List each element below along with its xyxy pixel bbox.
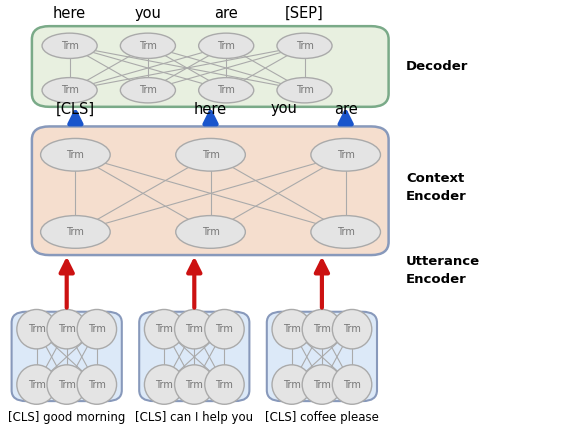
Ellipse shape [41,216,110,248]
FancyBboxPatch shape [139,312,249,401]
Text: Trm: Trm [155,324,173,334]
Ellipse shape [47,310,86,349]
Ellipse shape [277,78,332,103]
Ellipse shape [198,33,254,58]
Ellipse shape [205,365,244,404]
Text: Trm: Trm [313,380,331,389]
Text: Trm: Trm [58,324,75,334]
Ellipse shape [41,139,110,171]
Text: Trm: Trm [139,41,157,51]
Ellipse shape [121,78,176,103]
Text: Trm: Trm [337,227,354,237]
Text: [CLS] good morning: [CLS] good morning [8,411,125,424]
Text: Encoder: Encoder [406,272,467,286]
Ellipse shape [198,78,254,103]
Text: Trm: Trm [139,85,157,95]
Ellipse shape [272,365,311,404]
Text: [CLS]: [CLS] [56,102,95,116]
Text: Trm: Trm [216,380,233,389]
Text: here: here [194,102,227,116]
Text: Context: Context [406,172,464,185]
Ellipse shape [42,33,97,58]
Text: Trm: Trm [296,41,313,51]
Text: Encoder: Encoder [406,190,467,203]
Text: Trm: Trm [88,324,106,334]
Text: you: you [135,6,161,20]
Ellipse shape [176,139,245,171]
Text: Trm: Trm [61,41,78,51]
Text: are: are [334,102,357,116]
Ellipse shape [302,310,342,349]
FancyBboxPatch shape [12,312,122,401]
Text: Utterance: Utterance [406,255,480,268]
Ellipse shape [176,216,245,248]
FancyBboxPatch shape [267,312,377,401]
Ellipse shape [144,310,184,349]
Text: Trm: Trm [296,85,313,95]
Ellipse shape [77,365,117,404]
Ellipse shape [175,365,214,404]
Text: Trm: Trm [61,85,78,95]
Text: Trm: Trm [337,150,354,160]
Ellipse shape [277,33,332,58]
Ellipse shape [311,139,380,171]
Text: [CLS] coffee please: [CLS] coffee please [265,411,379,424]
Text: Trm: Trm [186,380,203,389]
Text: Trm: Trm [28,380,45,389]
Ellipse shape [205,310,244,349]
Text: Trm: Trm [216,324,233,334]
Ellipse shape [77,310,117,349]
Text: Trm: Trm [186,324,203,334]
Ellipse shape [17,310,56,349]
Ellipse shape [121,33,176,58]
Ellipse shape [311,216,380,248]
FancyBboxPatch shape [32,126,389,255]
Text: Trm: Trm [283,380,300,389]
Ellipse shape [17,365,56,404]
Text: Trm: Trm [28,324,45,334]
Text: [CLS] can I help you: [CLS] can I help you [135,411,253,424]
Ellipse shape [302,365,342,404]
Ellipse shape [47,365,86,404]
Text: Trm: Trm [283,324,300,334]
Ellipse shape [42,78,97,103]
Ellipse shape [272,310,311,349]
Text: Trm: Trm [67,227,84,237]
Text: Trm: Trm [218,85,235,95]
FancyBboxPatch shape [32,26,389,107]
Ellipse shape [332,365,372,404]
Ellipse shape [144,365,184,404]
Text: Trm: Trm [58,380,75,389]
Ellipse shape [175,310,214,349]
Ellipse shape [332,310,372,349]
Text: are: are [215,6,238,20]
Text: Trm: Trm [155,380,173,389]
Text: Trm: Trm [218,41,235,51]
Text: you: you [271,102,298,116]
Text: here: here [53,6,86,20]
Text: Trm: Trm [343,380,361,389]
Text: Trm: Trm [88,380,106,389]
Text: Decoder: Decoder [406,60,469,73]
Text: Trm: Trm [67,150,84,160]
Text: [SEP]: [SEP] [285,6,324,20]
Text: Trm: Trm [343,324,361,334]
Text: Trm: Trm [313,324,331,334]
Text: Trm: Trm [202,150,219,160]
Text: Trm: Trm [202,227,219,237]
